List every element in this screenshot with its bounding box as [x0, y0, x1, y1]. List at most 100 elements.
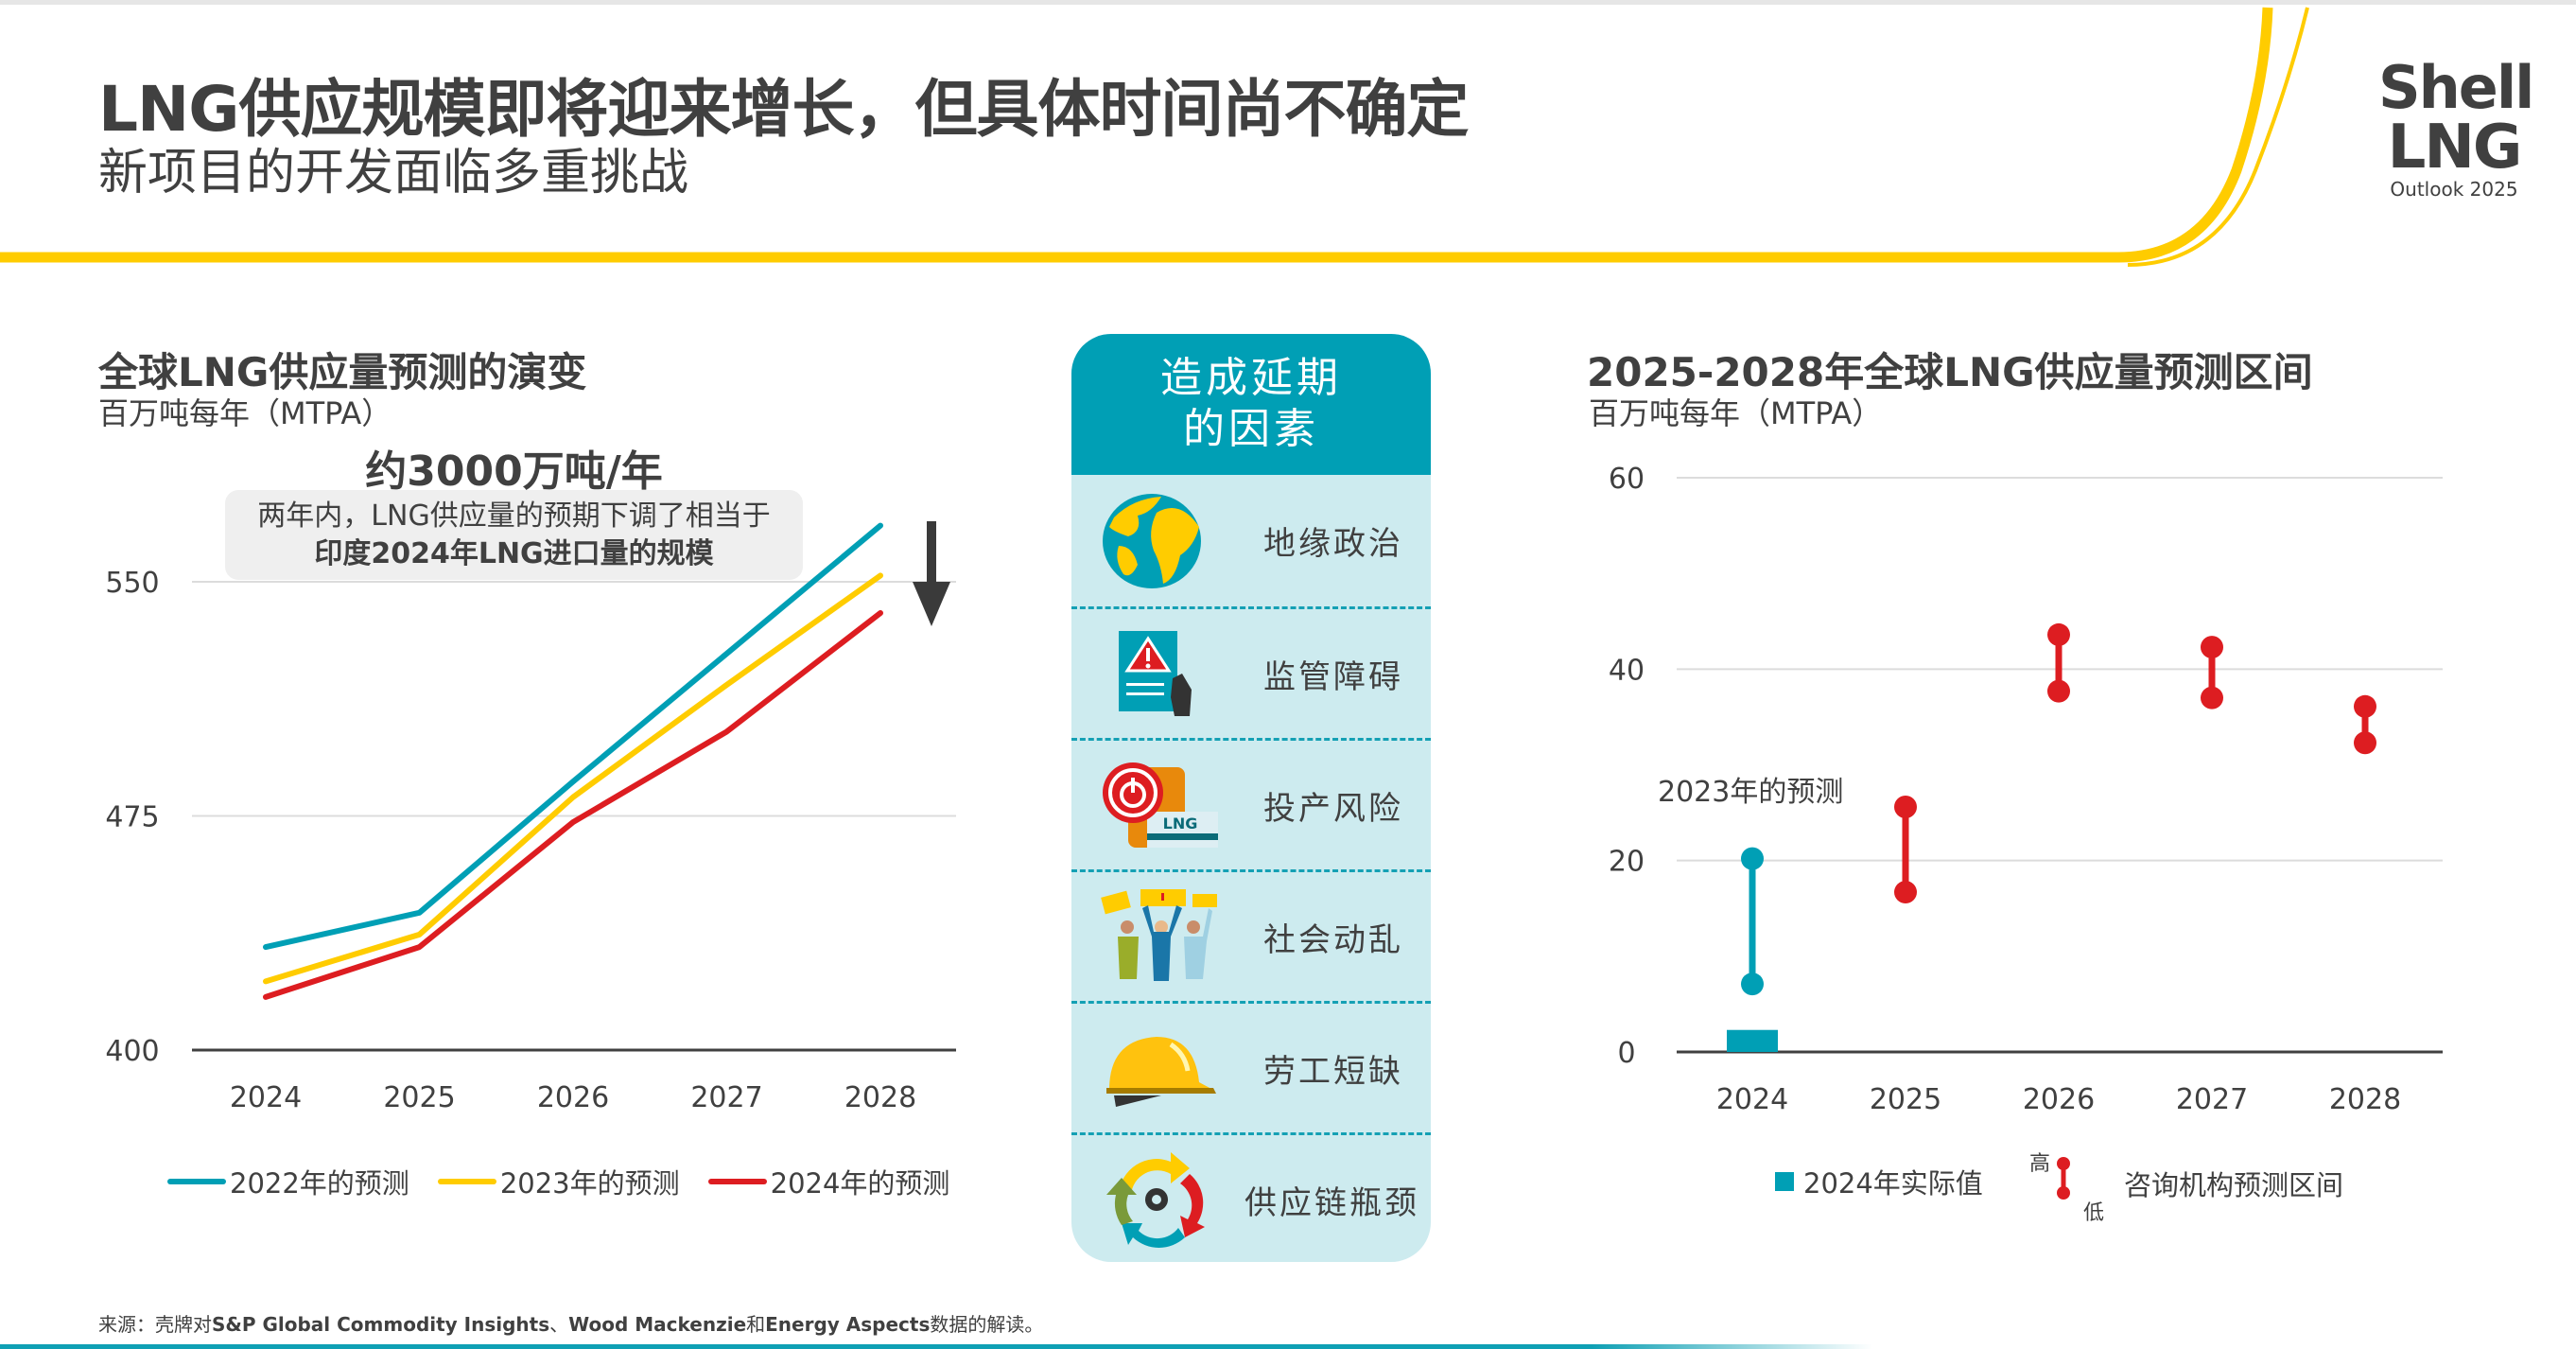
range-high-point-2025 — [1894, 796, 1917, 819]
legend-label: 2024年的预测 — [770, 1167, 950, 1200]
panel-title-line2: 的因素 — [1183, 405, 1319, 453]
series-line-2022年的预测 — [263, 522, 883, 951]
left-chart-legend: 2022年的预测 2023年的预测 2024年的预测 — [167, 1162, 949, 1201]
protesters-icon — [1101, 889, 1217, 981]
source-prefix: 来源：壳牌对 — [98, 1313, 212, 1336]
lng-power-button-icon: LNG — [1103, 762, 1218, 848]
range-low-point-2024 — [1741, 972, 1764, 996]
source-sp-global: S&P Global Commodity Insights — [212, 1313, 550, 1336]
y-tick-label: 475 — [105, 801, 159, 834]
factor-social-unrest: 社会动乱 — [1071, 869, 1431, 1001]
legend-swatch-yellow — [437, 1179, 496, 1184]
legend-low-label: 低 — [2083, 1201, 2105, 1225]
x-tick-label: 2027 — [2176, 1083, 2248, 1116]
source-energy-aspects: Energy Aspects — [765, 1313, 931, 1336]
factor-regulatory: 监管障碍 — [1071, 606, 1431, 738]
range-low-point-2025 — [1894, 881, 1917, 904]
annotation-callout: 两年内，LNG供应量的预期下调了相当于 印度2024年LNG进口量的规模 — [225, 490, 803, 580]
panel-title-line1: 造成延期 — [1160, 354, 1342, 402]
range-low-point-2028 — [2354, 731, 2376, 755]
annotation-headline: 约3000万吨/年 — [365, 447, 663, 496]
source-woodmac: Wood Mackenzie — [568, 1313, 747, 1336]
legend-swatch-teal-square — [1775, 1172, 1794, 1191]
factor-label: 投产风险 — [1263, 789, 1403, 828]
factor-label: 监管障碍 — [1263, 657, 1403, 696]
down-arrow-icon-shaft — [927, 521, 936, 587]
top-divider — [0, 0, 2576, 5]
factor-labour-shortage: 劳工短缺 — [1071, 1001, 1431, 1132]
header-yellow-band — [0, 7, 2309, 267]
annotation-line1: 两年内，LNG供应量的预期下调了相当于 — [257, 499, 771, 533]
page-title: LNG供应规模即将迎来增长，但具体时间尚不确定 — [98, 73, 1469, 146]
x-tick-label: 2025 — [1870, 1083, 1941, 1116]
x-tick-label: 2025 — [383, 1081, 455, 1114]
series-line-2024年的预测 — [263, 610, 883, 1000]
logo-line2: LNG — [2387, 113, 2523, 183]
x-tick-label: 2024 — [1716, 1083, 1788, 1116]
left-chart-unit: 百万吨每年（MTPA） — [98, 395, 392, 431]
y-tick-label: 550 — [105, 567, 159, 600]
right-chart-unit: 百万吨每年（MTPA） — [1589, 395, 1883, 431]
regulation-warning-icon — [1119, 631, 1192, 716]
source-sep: 、 — [549, 1313, 569, 1336]
legend-swatch-red — [707, 1179, 767, 1184]
range-high-point-2027 — [2201, 636, 2223, 659]
x-tick-label: 2028 — [844, 1081, 916, 1114]
x-tick-label: 2024 — [230, 1081, 302, 1114]
source-and: 和 — [746, 1313, 766, 1336]
actual-bar-2024 — [1727, 1029, 1778, 1052]
range-low-point-2027 — [2201, 686, 2223, 710]
factor-label: 劳工短缺 — [1263, 1052, 1403, 1091]
legend-label: 2024年实际值 — [1803, 1167, 1983, 1200]
globe-icon — [1103, 493, 1201, 588]
factor-label: 供应链瓶颈 — [1244, 1183, 1419, 1222]
delay-factors-panel: 造成延期 的因素 地缘政治 监管障碍 LNG 投产风险 — [1071, 334, 1431, 1262]
y-tick-label: 0 — [1617, 1037, 1635, 1070]
range-annotation-2023: 2023年的预测 — [1658, 776, 1844, 809]
legend-high-label: 高 — [2029, 1152, 2051, 1176]
y-tick-label: 20 — [1609, 846, 1645, 879]
hard-hat-icon — [1106, 1037, 1216, 1107]
legend-2023-forecast: 2023年的预测 — [437, 1162, 680, 1201]
factor-startup-risk: LNG 投产风险 — [1071, 738, 1431, 869]
legend-range-label: 咨询机构预测区间 — [2124, 1169, 2344, 1201]
left-line-chart: 400 475 550 2024 2025 2026 2027 2028 — [105, 521, 956, 1114]
factor-supply-chain: 供应链瓶颈 — [1071, 1132, 1431, 1262]
legend-2024-forecast: 2024年的预测 — [707, 1162, 950, 1201]
range-high-point-2028 — [2354, 694, 2376, 718]
legend-range-marker-icon — [2057, 1157, 2070, 1200]
logo-line1: Shell — [2378, 53, 2534, 122]
source-note: 来源：壳牌对S&P Global Commodity Insights、Wood… — [98, 1309, 1043, 1337]
right-range-chart: 0 20 40 60 2024 2025 2026 2027 2028 — [1609, 463, 2443, 1116]
logo-line3: Outlook 2025 — [2390, 178, 2518, 201]
x-tick-label: 2026 — [2023, 1083, 2095, 1116]
right-chart-title: 2025-2028年全球LNG供应量预测区间 — [1587, 349, 2313, 395]
range-high-point-2024 — [1741, 847, 1764, 870]
x-tick-label: 2026 — [537, 1081, 609, 1114]
x-tick-label: 2028 — [2329, 1083, 2401, 1116]
svg-text:LNG: LNG — [1163, 815, 1198, 832]
annotation-line2: 印度2024年LNG进口量的规模 — [314, 537, 714, 570]
left-chart-title: 全球LNG供应量预测的演变 — [98, 349, 587, 395]
down-arrow-icon — [913, 582, 950, 626]
bottom-divider — [0, 1344, 1872, 1349]
y-tick-label: 60 — [1609, 463, 1645, 496]
supply-chain-cycle-icon — [1106, 1152, 1205, 1248]
series-line-2023年的预测 — [263, 572, 883, 985]
factor-label: 地缘政治 — [1263, 525, 1403, 563]
factor-geopolitics: 地缘政治 — [1071, 475, 1431, 606]
delay-factors-header: 造成延期 的因素 — [1071, 334, 1431, 475]
source-suffix: 数据的解读。 — [930, 1313, 1044, 1336]
legend-label: 2022年的预测 — [230, 1167, 409, 1200]
factor-label: 社会动乱 — [1263, 920, 1403, 959]
x-tick-label: 2027 — [690, 1081, 762, 1114]
legend-2022-forecast: 2022年的预测 — [167, 1162, 409, 1201]
legend-swatch-teal — [167, 1179, 226, 1184]
range-low-point-2026 — [2047, 679, 2070, 703]
page-subtitle: 新项目的开发面临多重挑战 — [98, 145, 689, 201]
legend-label: 2023年的预测 — [499, 1167, 680, 1200]
legend-2024-actual: 2024年实际值 — [1775, 1162, 1983, 1201]
range-high-point-2026 — [2047, 622, 2070, 646]
y-tick-label: 400 — [105, 1035, 159, 1068]
y-tick-label: 40 — [1609, 654, 1645, 687]
